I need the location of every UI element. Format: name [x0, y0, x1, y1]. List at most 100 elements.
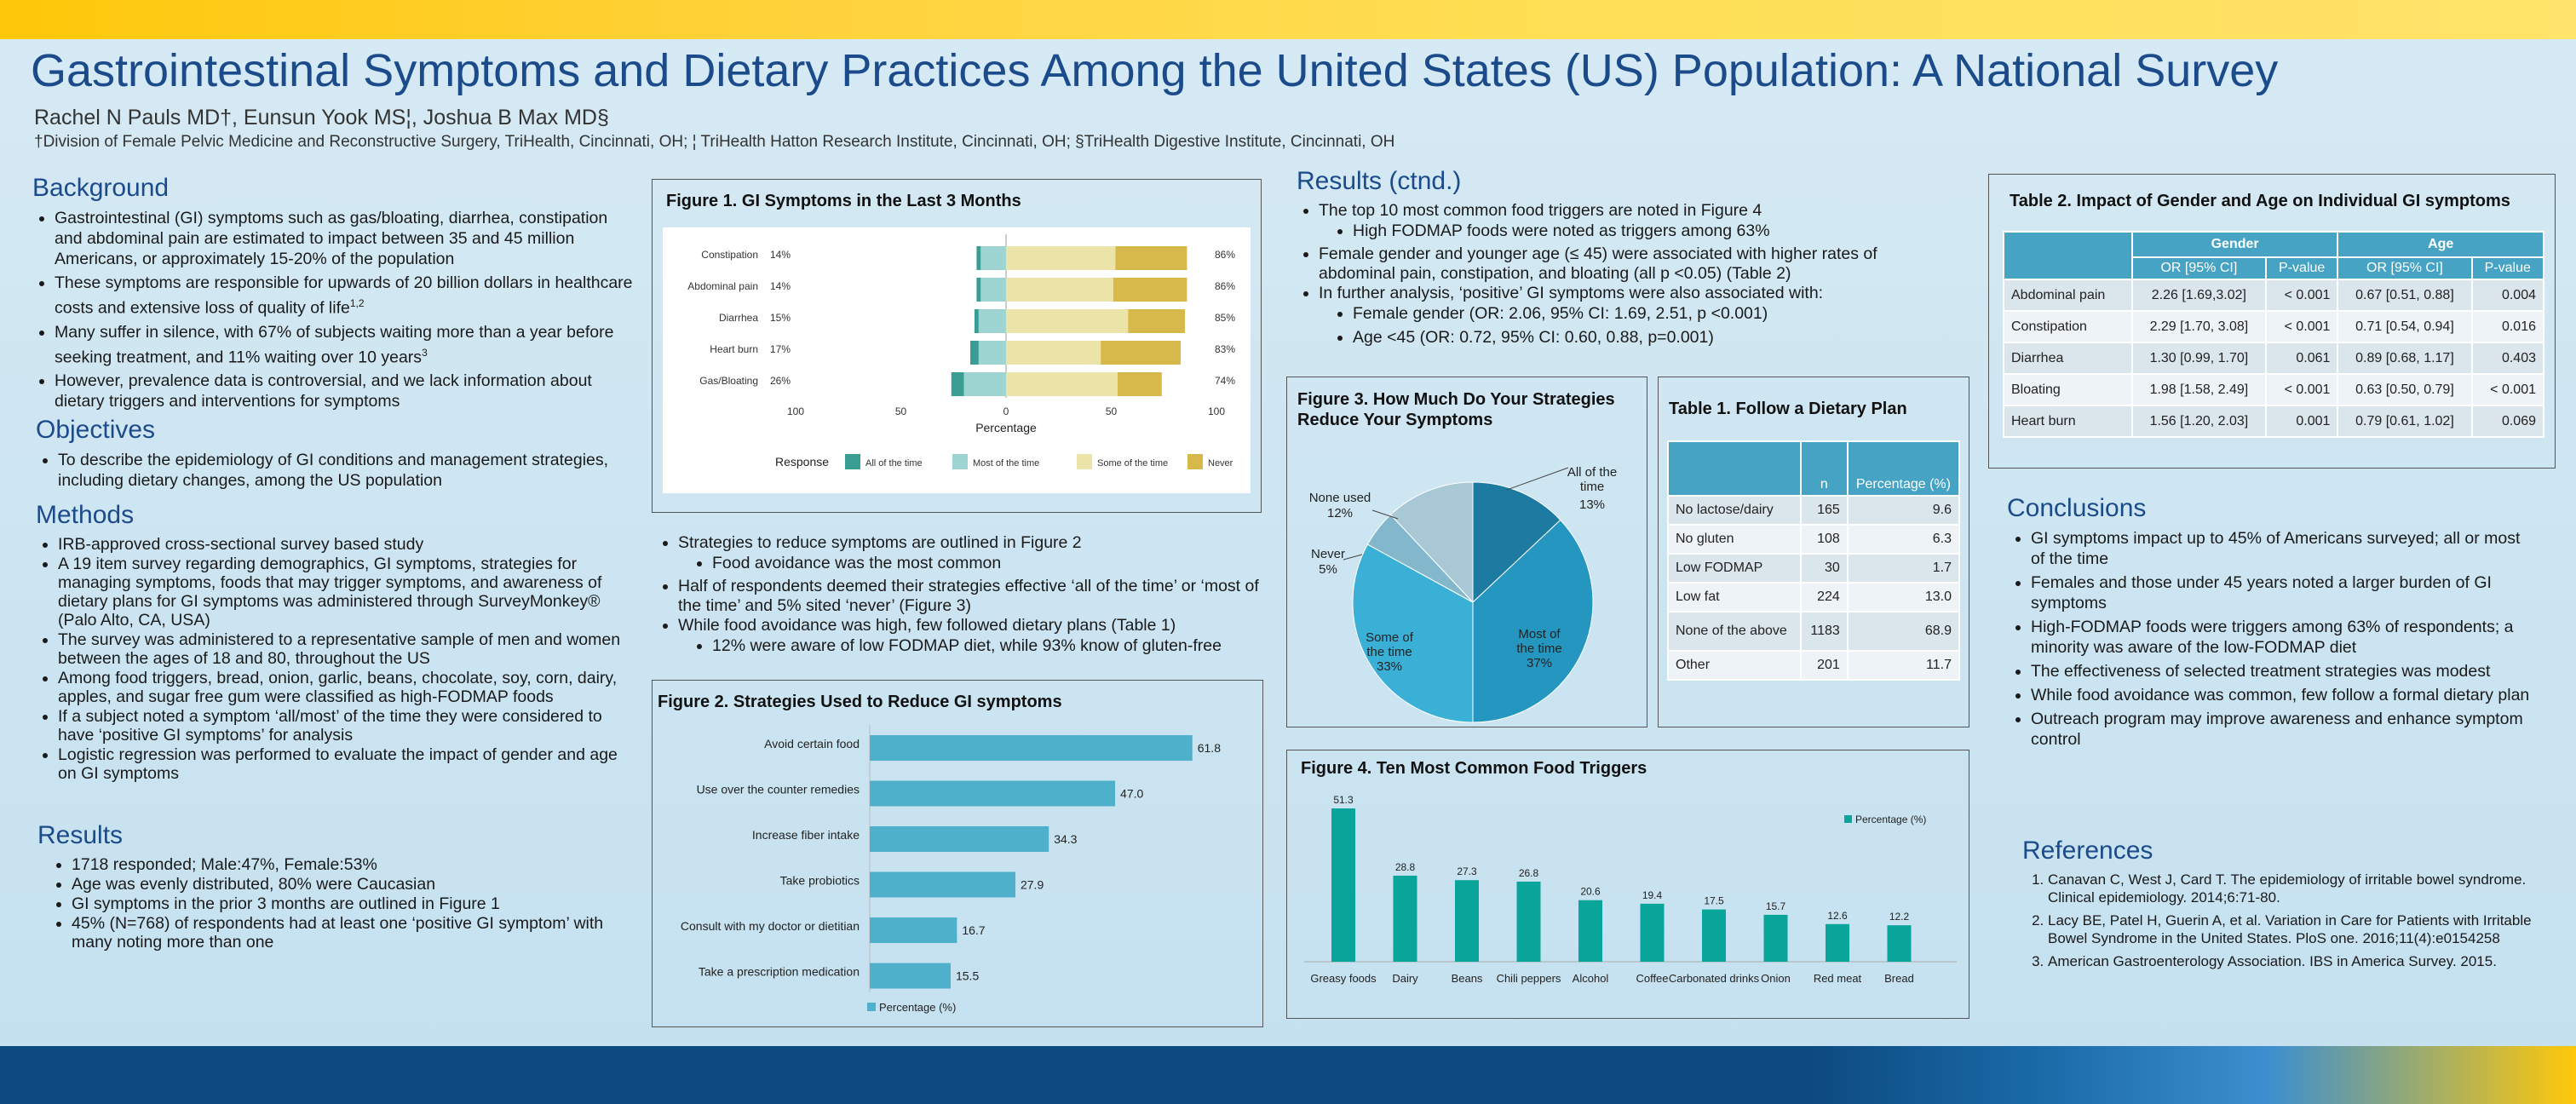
- middle-item: While food avoidance was high, few follo…: [678, 616, 1269, 656]
- table2-header: OR [95% CI]: [2130, 256, 2267, 280]
- methods-item: Among food triggers, bread, onion, garli…: [58, 669, 632, 706]
- table2-cell: < 0.001: [2264, 373, 2339, 406]
- fig1-tick-label: 100: [787, 405, 804, 417]
- table1-cell: 1.7: [1846, 553, 1961, 584]
- methods-item: If a subject noted a symptom ‘all/most’ …: [58, 707, 632, 745]
- fig4-value-label: 26.8: [1519, 867, 1539, 879]
- poster-title: Gastrointestinal Symptoms and Dietary Pr…: [31, 45, 2279, 96]
- fig4-bar: [1331, 808, 1355, 962]
- table1-header: Percentage (%): [1846, 440, 1961, 497]
- results-ctnd-subitem: High FODMAP foods were noted as triggers…: [1353, 221, 1944, 241]
- fig1-bar-all: [976, 246, 981, 270]
- figure4-box: Figure 4. Ten Most Common Food Triggers …: [1286, 750, 1969, 1019]
- fig3-leader-line: [1371, 509, 1399, 520]
- table2-cell: 2.26 [1.69,3.02]: [2130, 279, 2267, 312]
- figure2-box: Figure 2. Strategies Used to Reduce GI s…: [652, 680, 1263, 1027]
- table2-row: Abdominal pain 2.26 [1.69,3.02] < 0.001 0.6…: [2003, 279, 2545, 312]
- fig1-legend-label: Never: [1208, 458, 1233, 469]
- fig3-slice-pct: 37%: [1527, 656, 1552, 670]
- fig1-left-label: 14%: [770, 249, 791, 261]
- fig4-value-label: 51.3: [1333, 794, 1354, 806]
- fig2-value-label: 47.0: [1120, 787, 1143, 801]
- fig4-category-label: Beans: [1452, 972, 1483, 985]
- table2-cell: Bloating: [2003, 373, 2133, 406]
- fig3-slice-label: Most of the time: [1516, 627, 1561, 656]
- fig4-category-label: Coffee: [1636, 972, 1668, 985]
- background-item: Many suffer in silence, with 67% of subj…: [55, 322, 637, 368]
- objectives-item: To describe the epidemiology of GI condi…: [58, 450, 632, 491]
- fig2-bar: [870, 826, 1049, 852]
- fig4-value-label: 19.4: [1642, 889, 1663, 901]
- table2-cell: 0.71 [0.54, 0.94]: [2337, 310, 2473, 343]
- table2-group-header: Age: [2337, 231, 2544, 258]
- table2-cell: 0.001: [2264, 405, 2339, 438]
- fig4-bar: [1887, 925, 1912, 962]
- fig1-left-label: 15%: [770, 312, 791, 324]
- table1-cell: 224: [1799, 582, 1849, 612]
- fig1-bar-some: [1006, 372, 1118, 396]
- results-item: Age was evenly distributed, 80% were Cau…: [72, 875, 634, 894]
- table2-cell: Diarrhea: [2003, 342, 2133, 375]
- fig4-category-label: Dairy: [1392, 972, 1418, 985]
- fig4-bar: [1393, 875, 1417, 962]
- fig2-legend-label: Percentage (%): [879, 1001, 956, 1014]
- fig1-bar-some: [1006, 309, 1129, 333]
- table1-row: Low FODMAP 30 1.7: [1667, 553, 1961, 584]
- fig1-legend-swatch: [952, 454, 968, 469]
- fig1-x-label: Percentage: [975, 421, 1037, 434]
- fig1-legend-swatch: [1077, 454, 1092, 469]
- top-banner: [0, 0, 2576, 39]
- results-ctnd-section: Results (ctnd.) The top 10 most common f…: [1297, 167, 1944, 351]
- references-heading: References: [2022, 837, 2153, 865]
- table2-row: Diarrhea 1.30 [0.99, 1.70] 0.061 0.89 [0.68…: [2003, 342, 2545, 375]
- table1-cell: 9.6: [1846, 495, 1961, 526]
- fig1-right-label: 74%: [1215, 375, 1235, 387]
- affiliations: †Division of Female Pelvic Medicine and …: [34, 133, 1395, 151]
- background-heading: Background: [32, 174, 170, 202]
- fig4-category-label: Chili peppers: [1497, 972, 1561, 985]
- methods-item: The survey was administered to a represe…: [58, 630, 632, 668]
- fig2-value-label: 61.8: [1198, 741, 1221, 755]
- fig1-tick-label: 50: [895, 405, 907, 417]
- fig1-right-label: 83%: [1215, 343, 1235, 355]
- methods-list: IRB-approved cross-sectional survey base…: [36, 535, 632, 783]
- table1-cell: 13.0: [1846, 582, 1961, 612]
- table2-header: [2003, 231, 2133, 280]
- reference-item: American Gastroenterology Association. I…: [2048, 952, 2533, 970]
- table2-cell: 0.069: [2470, 405, 2545, 438]
- conclusions-item: While food avoidance was common, few fol…: [2031, 685, 2535, 705]
- conclusions-item: High-FODMAP foods were triggers among 63…: [2031, 617, 2535, 658]
- fig4-value-label: 15.7: [1766, 900, 1786, 912]
- fig1-left-label: 17%: [770, 343, 791, 355]
- fig3-slice-pct: 5%: [1319, 562, 1337, 577]
- fig1-tick-label: 100: [1208, 405, 1225, 417]
- table1-cell: 108: [1799, 524, 1849, 555]
- table2-header: P-value: [2470, 256, 2545, 280]
- table2-cell: 2.29 [1.70, 3.08]: [2130, 310, 2267, 343]
- table1-cell: Other: [1667, 650, 1802, 681]
- results-ctnd-item: In further analysis, ‘positive’ GI sympt…: [1319, 284, 1944, 348]
- figure3-title: Figure 3. How Much Do Your Strategies Re…: [1297, 390, 1615, 429]
- table1-cell: 165: [1799, 495, 1849, 526]
- fig3-slice-label: None used: [1309, 491, 1371, 505]
- table2-cell: Abdominal pain: [2003, 279, 2133, 312]
- table1-box: Table 1. Follow a Dietary Plan n Percent…: [1658, 377, 1969, 727]
- fig3-slice-pct: 13%: [1579, 497, 1605, 512]
- bottom-banner: [0, 1046, 2576, 1104]
- fig3-leader-line: [1343, 554, 1363, 561]
- conclusions-list: GI symptoms impact up to 45% of American…: [2007, 528, 2535, 750]
- fig2-value-label: 15.5: [956, 969, 979, 983]
- conclusions-item: GI symptoms impact up to 45% of American…: [2031, 528, 2535, 569]
- results-ctnd-item: The top 10 most common food triggers are…: [1319, 201, 1944, 241]
- fig1-bar-some: [1006, 278, 1113, 302]
- table2-cell: < 0.001: [2264, 310, 2339, 343]
- middle-results-text: Strategies to reduce symptoms are outlin…: [656, 528, 1269, 659]
- table2-title: Table 2. Impact of Gender and Age on Ind…: [2010, 192, 2510, 210]
- table1-row: No gluten 108 6.3: [1667, 524, 1961, 555]
- methods-section: Methods IRB-approved cross-sectional sur…: [36, 501, 632, 784]
- fig2-bar: [870, 917, 957, 943]
- table1-title: Table 1. Follow a Dietary Plan: [1669, 400, 1907, 418]
- fig4-value-label: 28.8: [1395, 861, 1416, 873]
- figure1-chart: Constipation 14% 86% Abdominal pain 14% 86% Di…: [687, 234, 1235, 469]
- conclusions-item: Females and those under 45 years noted a…: [2031, 572, 2535, 613]
